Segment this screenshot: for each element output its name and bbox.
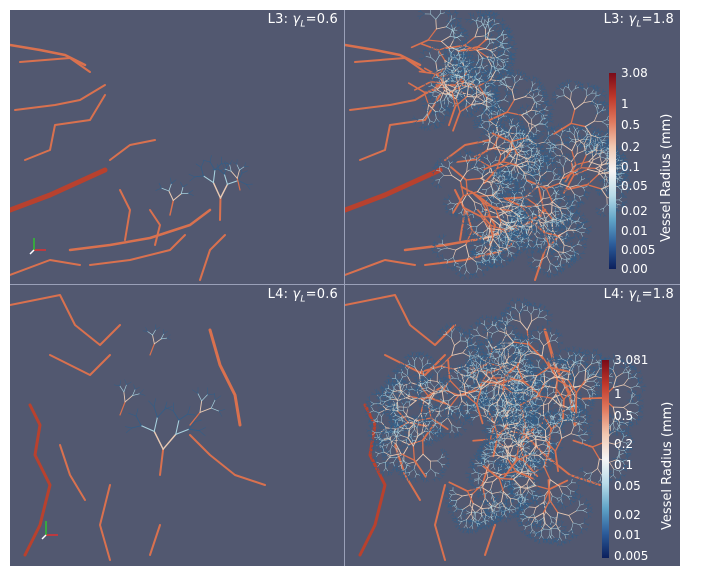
vessel-tree-render — [10, 43, 253, 281]
panel-label: L3: γL=0.6 — [267, 12, 338, 30]
colorbar-tick: 0.5 — [621, 118, 641, 132]
axes-triad-icon — [29, 238, 46, 255]
colorbar-tick: 0.005 — [614, 549, 649, 563]
axes-triad-icon — [41, 521, 58, 540]
panel-l4-gamma-high: L4: γL=1.8 3.081 1 0.5 0.2 0.1 0.05 0.02… — [345, 285, 680, 566]
colorbar-tick: 0.1 — [614, 458, 634, 472]
panel-label: L4: γL=0.6 — [267, 287, 338, 305]
colorbar-tick: 0.2 — [614, 437, 634, 451]
colorbar-tick: 0.005 — [621, 243, 656, 257]
vessel-tree-render — [10, 294, 266, 561]
colorbar-tick: 0.00 — [621, 262, 648, 276]
colorbar-tick: 0.01 — [621, 224, 648, 238]
colorbar-tick: 1 — [614, 387, 622, 401]
colorbar-tick: 0.02 — [621, 204, 648, 218]
panel-l3-gamma-high: L3: γL=1.8 3.08 1 0.5 0.2 0.1 0.05 0.02 … — [345, 10, 680, 284]
panel-label: L4: γL=1.8 — [603, 287, 674, 305]
panel-divider-vertical — [344, 10, 345, 566]
panel-l4-gamma-low: L4: γL=0.6 — [10, 285, 344, 566]
panel-l3-gamma-low: L3: γL=0.6 — [10, 10, 344, 284]
vessel-tree-render — [345, 294, 647, 561]
vessel-tree-render — [345, 10, 633, 281]
figure: L3: γL=0.6 L3: γL=1.8 3.08 1 0.5 0.2 0.1… — [10, 10, 680, 566]
colorbar-tick: 0.02 — [614, 508, 641, 522]
colorbar-tick: 0.1 — [621, 160, 641, 174]
panel-divider-horizontal — [10, 284, 680, 285]
colorbar-gradient — [609, 73, 616, 269]
colorbar-max-label: 3.08 — [621, 66, 648, 80]
colorbar-title: Vessel Radius (mm) — [660, 401, 675, 530]
colorbar-tick: 0.5 — [614, 409, 634, 423]
colorbar-gradient — [602, 360, 609, 558]
colorbar-tick: 0.05 — [621, 179, 648, 193]
colorbar-tick: 1 — [621, 97, 629, 111]
colorbar-max-label: 3.081 — [614, 353, 649, 367]
colorbar-tick: 0.05 — [614, 479, 641, 493]
colorbar-title: Vessel Radius (mm) — [659, 113, 674, 242]
panel-label: L3: γL=1.8 — [603, 12, 674, 30]
colorbar-tick: 0.01 — [614, 528, 641, 542]
colorbar-tick: 0.2 — [621, 140, 641, 154]
